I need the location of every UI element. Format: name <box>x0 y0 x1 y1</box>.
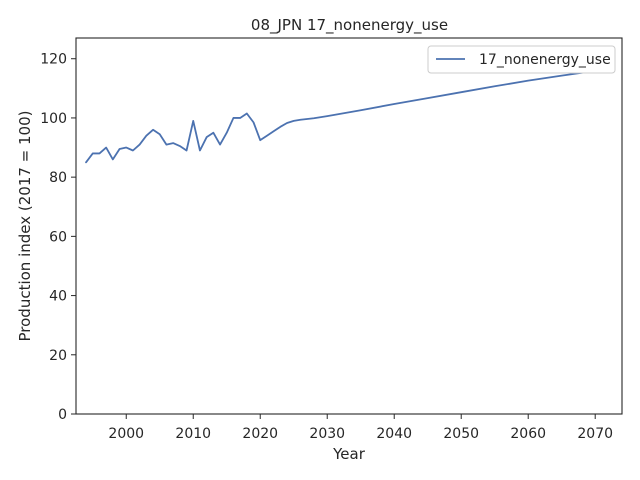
y-axis-label: Production index (2017 = 100) <box>16 111 34 342</box>
x-axis-label: Year <box>332 445 366 463</box>
x-tick-label: 2060 <box>510 426 546 442</box>
x-tick-label: 2050 <box>443 426 479 442</box>
y-tick-label: 0 <box>58 407 67 423</box>
y-tick-label: 100 <box>40 111 67 127</box>
x-tick-label: 2020 <box>242 426 278 442</box>
x-tick-label: 2010 <box>175 426 211 442</box>
plot-frame <box>75 37 623 415</box>
x-tick-label: 2070 <box>577 426 613 442</box>
legend-box <box>427 45 616 74</box>
y-tick-label: 120 <box>40 52 67 68</box>
x-tick-label: 2000 <box>108 426 144 442</box>
x-tick-label: 2040 <box>376 426 412 442</box>
series-line-0 <box>85 69 597 164</box>
chart-title: 08_JPN 17_nonenergy_use <box>251 16 448 35</box>
y-tick-label: 80 <box>49 170 67 186</box>
y-tick-label: 60 <box>49 229 67 245</box>
y-ticks: 0 20 40 60 80 100 120 <box>40 52 76 423</box>
x-ticks: 2000 2010 2020 2030 2040 2050 2060 2070 <box>108 414 613 442</box>
y-tick-label: 20 <box>49 348 67 364</box>
series-layer <box>85 69 597 164</box>
legend-label: 17_nonenergy_use <box>479 52 611 68</box>
legend: 17_nonenergy_use <box>427 45 616 74</box>
y-tick-label: 40 <box>49 289 67 305</box>
x-tick-label: 2030 <box>309 426 345 442</box>
